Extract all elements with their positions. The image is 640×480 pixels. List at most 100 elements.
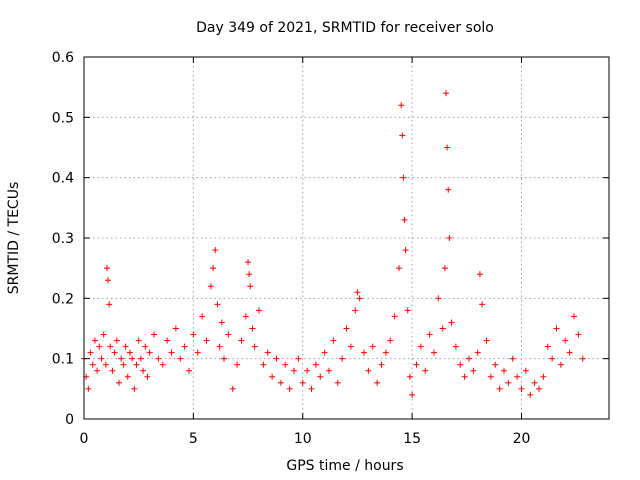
data-point <box>435 295 442 302</box>
data-point <box>103 265 110 272</box>
data-point <box>496 385 503 392</box>
data-point <box>445 186 452 193</box>
data-point <box>218 319 225 326</box>
data-point <box>96 343 103 350</box>
data-point <box>247 283 254 290</box>
data-point <box>330 337 337 344</box>
data-point <box>210 265 217 272</box>
data-point <box>214 301 221 308</box>
data-point <box>422 367 429 374</box>
data-point <box>527 391 534 398</box>
data-point <box>439 325 446 332</box>
data-point <box>474 349 481 356</box>
data-point <box>352 307 359 314</box>
data-point <box>164 337 171 344</box>
data-point <box>85 385 92 392</box>
data-point <box>406 373 413 380</box>
data-point <box>113 337 120 344</box>
data-point <box>562 337 569 344</box>
data-point <box>549 355 556 362</box>
x-tick-label: 20 <box>513 431 531 447</box>
data-point <box>466 355 472 362</box>
data-point <box>387 337 394 344</box>
data-point <box>203 337 210 344</box>
y-axis-ticks: 0 0.1 0.2 0.3 0.4 0.5 0.6 <box>52 50 609 428</box>
data-point <box>181 343 188 350</box>
data-point <box>264 349 271 356</box>
y-tick-label: 0.1 <box>52 352 74 368</box>
data-point <box>137 355 144 362</box>
data-point <box>155 355 162 362</box>
data-point <box>159 361 166 368</box>
data-point <box>234 361 241 368</box>
data-point <box>129 355 136 362</box>
data-point <box>212 247 219 254</box>
data-point <box>557 361 564 368</box>
data-point <box>404 307 411 314</box>
data-point <box>291 367 297 374</box>
x-tick-label: 5 <box>189 431 198 447</box>
data-point <box>461 373 468 380</box>
data-point <box>172 325 179 332</box>
data-point <box>131 385 138 392</box>
data-point <box>249 325 256 332</box>
data-point <box>221 355 227 362</box>
data-point <box>401 216 408 223</box>
x-tick-label: 10 <box>294 431 312 447</box>
data-point <box>238 337 245 344</box>
data-point <box>402 247 409 254</box>
data-point <box>199 313 206 320</box>
data-point <box>579 355 586 362</box>
y-tick-label: 0.6 <box>52 50 74 66</box>
data-point <box>400 174 407 181</box>
data-point <box>100 331 107 338</box>
data-point <box>444 144 451 151</box>
data-point <box>431 349 437 356</box>
data-point <box>356 295 363 302</box>
data-point <box>522 367 529 374</box>
data-point <box>514 373 521 380</box>
data-point <box>321 349 328 356</box>
data-point <box>479 301 486 308</box>
data-point <box>273 355 280 362</box>
data-point <box>299 379 306 386</box>
data-point <box>571 313 577 320</box>
data-point <box>242 313 249 320</box>
y-tick-label: 0.3 <box>52 231 74 247</box>
data-point <box>225 331 232 338</box>
data-point <box>151 331 157 338</box>
data-point <box>282 361 289 368</box>
data-point <box>544 343 551 350</box>
chart-title: Day 349 of 2021, SRMTID for receiver sol… <box>196 20 494 36</box>
data-point <box>140 367 147 374</box>
data-point <box>369 343 376 350</box>
grid-lines <box>84 57 609 419</box>
data-point <box>339 355 346 362</box>
data-point <box>168 349 175 356</box>
data-point <box>505 379 512 386</box>
data-point <box>144 373 151 380</box>
data-point <box>109 367 116 374</box>
data-point <box>89 361 96 368</box>
data-point <box>177 355 184 362</box>
data-point <box>391 313 398 320</box>
data-point <box>94 367 101 374</box>
data-point <box>122 343 129 350</box>
data-point <box>105 277 112 284</box>
data-point <box>396 265 402 272</box>
x-tick-label: 15 <box>403 431 421 447</box>
data-point <box>347 343 354 350</box>
data-point <box>135 337 142 344</box>
data-point <box>361 349 367 356</box>
data-point <box>116 379 122 386</box>
data-point <box>457 361 464 368</box>
data-point <box>446 235 453 241</box>
data-point <box>566 349 573 356</box>
x-axis-label: GPS time / hours <box>286 458 403 474</box>
data-point <box>413 361 420 368</box>
data-point <box>277 379 284 386</box>
y-tick-label: 0.2 <box>52 291 74 307</box>
data-point <box>540 373 547 380</box>
data-point <box>190 331 197 338</box>
